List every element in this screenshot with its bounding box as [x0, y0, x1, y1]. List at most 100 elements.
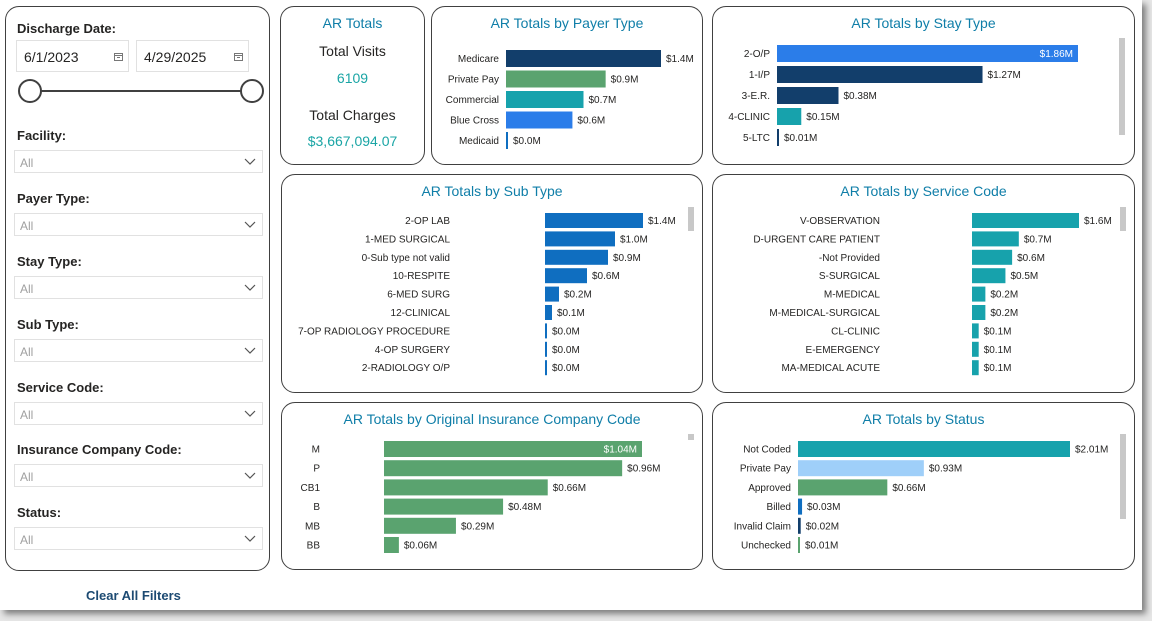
bar[interactable] [545, 213, 643, 228]
data-label: $0.6M [592, 271, 620, 282]
sub-type-chart: 2-OP LAB $1.4M 1-MED SURGICAL $1.0M 0-Sub ty… [298, 213, 676, 376]
bar[interactable] [798, 479, 888, 496]
bar[interactable] [545, 323, 547, 339]
clear-all-filters-button[interactable]: Clear All Filters [86, 588, 181, 603]
data-label: $0.7M [589, 95, 617, 106]
category-label: CL-CLINIC [831, 326, 880, 337]
bar[interactable] [506, 132, 508, 149]
bar[interactable] [545, 249, 608, 265]
bar[interactable] [972, 360, 979, 376]
category-label: BB [307, 541, 321, 552]
kpi-title: AR Totals [322, 15, 383, 31]
scrollbar[interactable] [688, 207, 694, 231]
bar[interactable] [506, 50, 661, 67]
bar[interactable] [545, 268, 587, 284]
stay-type-chart-panel: AR Totals by Stay Type 2-O/P $1.86M 1-I/P $… [712, 6, 1135, 165]
facility-value: All [20, 156, 34, 170]
service-code-value: All [20, 408, 34, 422]
category-label: M-MEDICAL-SURGICAL [769, 308, 880, 319]
bar[interactable] [777, 45, 1078, 62]
category-label: Blue Cross [450, 116, 499, 127]
bar[interactable] [545, 286, 559, 302]
bar[interactable] [506, 70, 606, 88]
status-dropdown[interactable]: All [14, 527, 263, 550]
bar[interactable] [506, 111, 573, 129]
scrollbar[interactable] [1120, 207, 1126, 231]
stay-type-dropdown[interactable]: All [14, 276, 263, 299]
bar[interactable] [777, 129, 779, 146]
data-label: $1.86M [1040, 49, 1073, 60]
start-date-input[interactable]: 6/1/2023 [16, 40, 129, 72]
end-date-input[interactable]: 4/29/2025 [136, 40, 249, 72]
bar[interactable] [545, 360, 547, 376]
service-code-chart-panel: AR Totals by Service Code V-OBSERVATION $… [712, 174, 1135, 393]
scrollbar[interactable] [1119, 38, 1125, 135]
bar[interactable] [972, 249, 1013, 265]
category-label: M-MEDICAL [824, 290, 881, 301]
bar[interactable] [798, 460, 924, 477]
category-label: 4-CLINIC [728, 112, 770, 123]
date-range-slider[interactable] [16, 77, 266, 107]
bar[interactable] [972, 305, 986, 320]
bar[interactable] [972, 231, 1019, 247]
bar[interactable] [384, 537, 399, 553]
data-label: $0.96M [627, 464, 660, 475]
category-label: 1-I/P [749, 70, 770, 81]
bar[interactable] [798, 498, 803, 515]
scrollbar[interactable] [688, 434, 694, 440]
data-label: $0.01M [805, 541, 838, 552]
discharge-date-label: Discharge Date: [17, 21, 116, 36]
sub-type-label: Sub Type: [17, 317, 79, 332]
chevron-down-icon [244, 535, 256, 542]
insurance-code-value: All [20, 470, 34, 484]
service-code-dropdown[interactable]: All [14, 402, 263, 425]
data-label: $0.02M [806, 521, 839, 532]
sub-type-dropdown[interactable]: All [14, 339, 263, 362]
bar[interactable] [384, 441, 642, 457]
category-label: Private Pay [740, 464, 791, 475]
bar[interactable] [384, 517, 456, 534]
insurance-code-dropdown[interactable]: All [14, 464, 263, 487]
category-label: MA-MEDICAL ACUTE [781, 363, 880, 374]
bar[interactable] [798, 517, 801, 534]
bar[interactable] [972, 213, 1079, 228]
insurance-code-label: Insurance Company Code: [17, 442, 182, 457]
scrollbar[interactable] [1120, 434, 1126, 519]
bar[interactable] [777, 66, 983, 83]
slider-start-handle [18, 79, 42, 103]
category-label: 4-OP SURGERY [375, 345, 451, 356]
data-label: $1.4M [666, 54, 694, 65]
data-label: $0.5M [1010, 271, 1038, 282]
bar[interactable] [777, 87, 839, 104]
bar[interactable] [545, 341, 547, 357]
bar[interactable] [798, 537, 800, 553]
bar[interactable] [384, 460, 623, 477]
bar[interactable] [972, 341, 979, 357]
bar[interactable] [545, 305, 552, 320]
bar[interactable] [972, 268, 1006, 284]
category-label: MB [305, 521, 320, 532]
chevron-down-icon [244, 472, 256, 479]
category-label: Approved [748, 483, 791, 494]
facility-dropdown[interactable]: All [14, 150, 263, 173]
bar[interactable] [506, 91, 584, 108]
total-charges-label: Total Charges [309, 107, 396, 123]
data-label: $0.0M [513, 136, 541, 147]
bar[interactable] [545, 231, 615, 247]
calendar-icon[interactable] [114, 52, 123, 61]
bar[interactable] [798, 441, 1070, 457]
bar[interactable] [972, 323, 979, 339]
bar[interactable] [384, 498, 504, 515]
category-label: 2-OP LAB [405, 216, 450, 227]
category-label: B [313, 502, 320, 513]
calendar-icon[interactable] [234, 52, 243, 61]
payer-type-dropdown[interactable]: All [14, 213, 263, 236]
data-label: $0.2M [990, 308, 1018, 319]
slider-end-handle [240, 79, 264, 103]
bar[interactable] [384, 479, 548, 496]
payer-type-label: Payer Type: [17, 191, 90, 206]
status-chart-title: AR Totals by Status [862, 411, 985, 427]
category-label: Medicaid [459, 136, 499, 147]
bar[interactable] [777, 108, 802, 125]
bar[interactable] [972, 286, 986, 302]
